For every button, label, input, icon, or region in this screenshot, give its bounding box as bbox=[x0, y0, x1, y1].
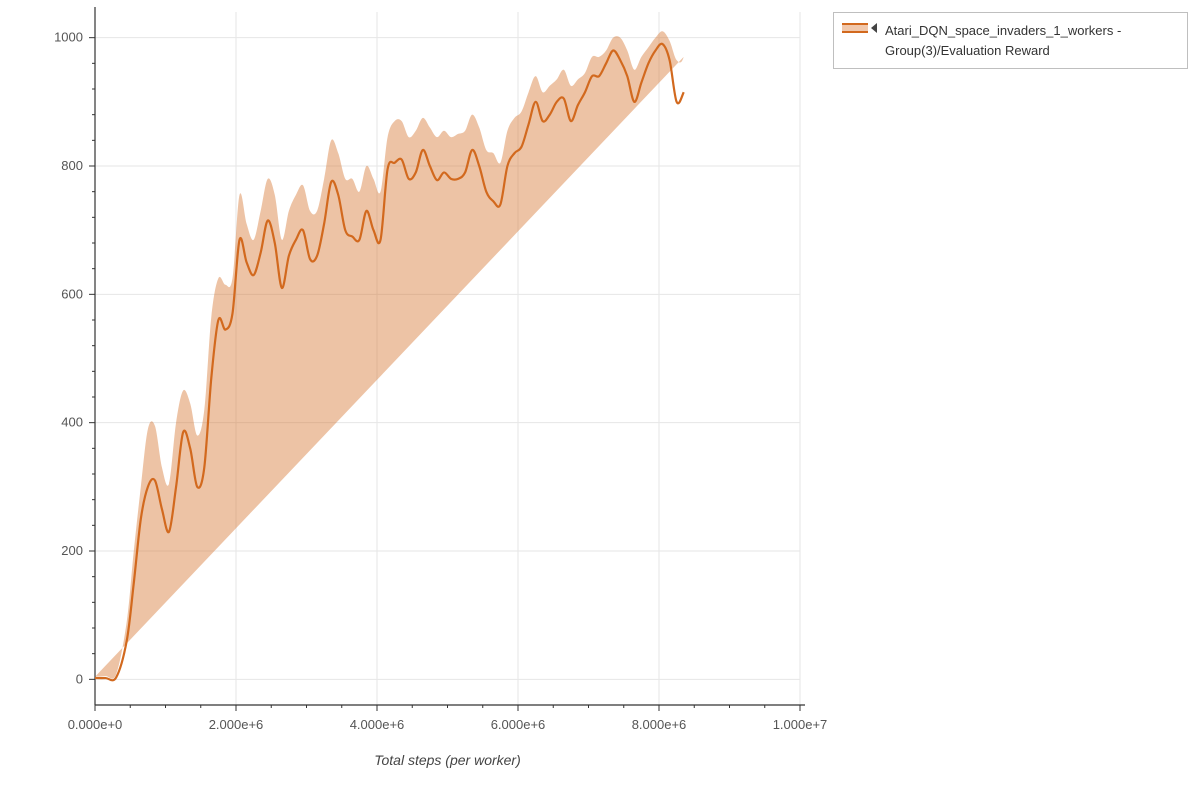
svg-text:1000: 1000 bbox=[54, 30, 83, 45]
svg-text:2.000e+6: 2.000e+6 bbox=[209, 717, 264, 732]
chart-container: 0.000e+0 2.000e+6 4.000e+6 6.000e+6 8.000e+6… bbox=[0, 0, 1200, 800]
svg-text:0.000e+0: 0.000e+0 bbox=[68, 717, 123, 732]
svg-text:1.000e+7: 1.000e+7 bbox=[773, 717, 828, 732]
line-chart-svg: 0.000e+0 2.000e+6 4.000e+6 6.000e+6 8.000e+6… bbox=[0, 0, 1200, 800]
svg-text:8.000e+6: 8.000e+6 bbox=[632, 717, 687, 732]
svg-text:800: 800 bbox=[61, 158, 83, 173]
svg-text:6.000e+6: 6.000e+6 bbox=[491, 717, 546, 732]
svg-text:4.000e+6: 4.000e+6 bbox=[350, 717, 405, 732]
legend-series-label[interactable]: Atari_DQN_space_invaders_1_workers - Gro… bbox=[885, 21, 1173, 60]
legend-collapse-arrow-icon[interactable] bbox=[871, 23, 877, 33]
svg-text:200: 200 bbox=[61, 543, 83, 558]
legend-box[interactable]: Atari_DQN_space_invaders_1_workers - Gro… bbox=[833, 12, 1188, 69]
legend-color-swatch bbox=[842, 23, 868, 33]
svg-text:400: 400 bbox=[61, 415, 83, 430]
svg-text:0: 0 bbox=[76, 671, 83, 686]
legend-swatch-wrap bbox=[842, 23, 877, 33]
svg-text:600: 600 bbox=[61, 286, 83, 301]
svg-text:Total steps (per worker): Total steps (per worker) bbox=[374, 752, 521, 768]
